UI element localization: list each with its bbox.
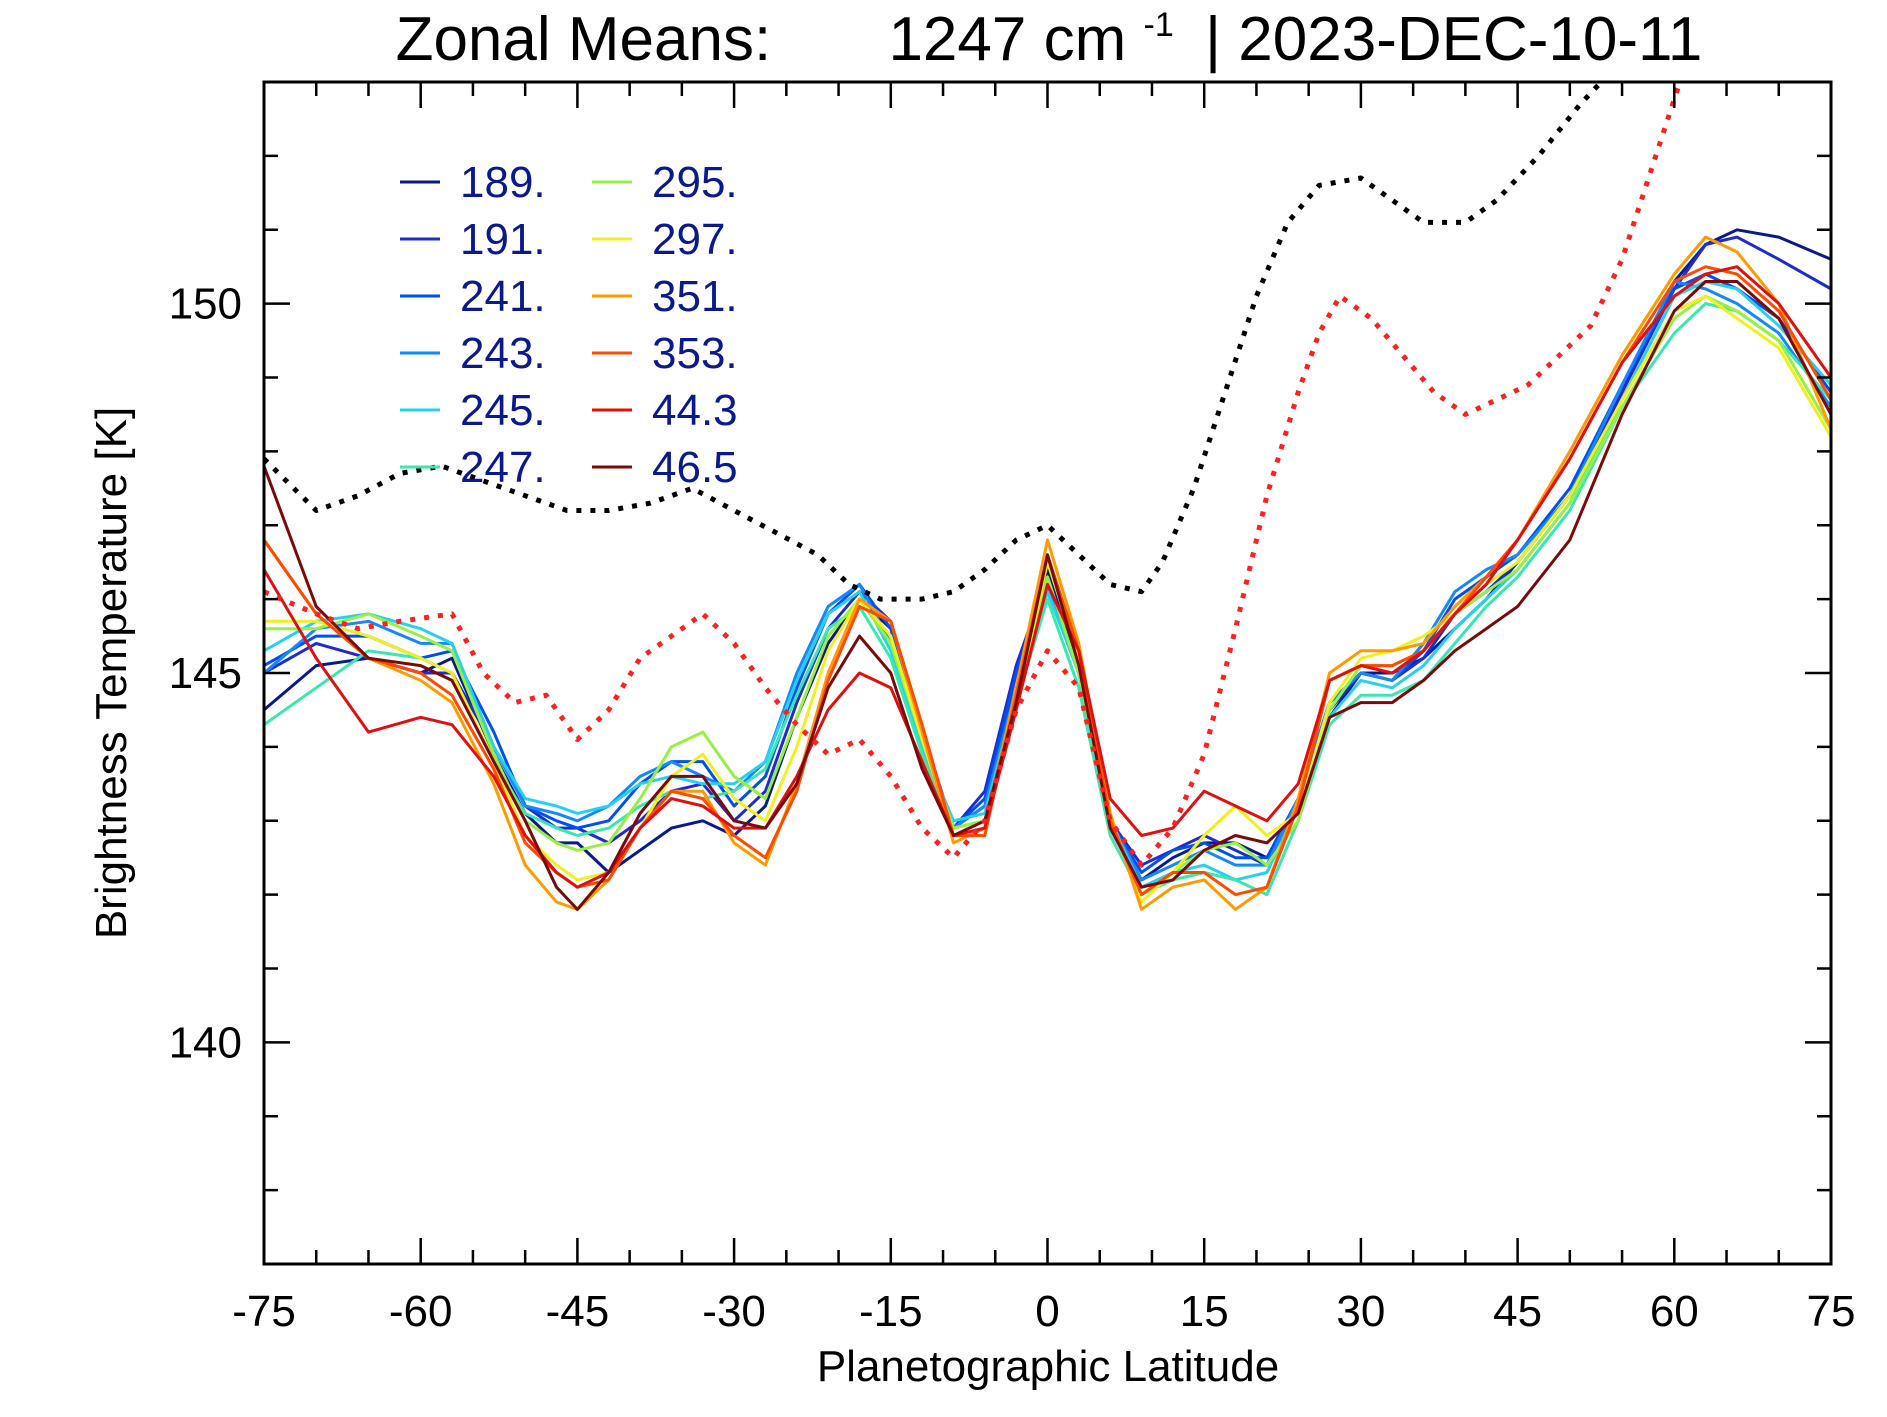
- x-tick-label: 15: [1180, 1287, 1229, 1336]
- series-line-reference-13: [264, 82, 1683, 868]
- x-tick-label: -30: [702, 1287, 766, 1336]
- x-tick-label: 60: [1650, 1287, 1699, 1336]
- legend-label: 297.: [652, 215, 738, 264]
- x-tick-label: 45: [1493, 1287, 1542, 1336]
- y-axis-label: Brightness Temperature [K]: [87, 407, 136, 939]
- x-tick-label: -75: [232, 1287, 296, 1336]
- x-tick-label: -15: [859, 1287, 923, 1336]
- title-suffix: | 2023-DEC-10-11: [1205, 5, 1702, 74]
- legend-label: 295.: [652, 158, 738, 207]
- legend-label: 351.: [652, 272, 738, 321]
- legend-label: 191.: [460, 215, 546, 264]
- x-axis-label: Planetographic Latitude: [817, 1342, 1279, 1391]
- y-tick-label: 140: [169, 1018, 242, 1067]
- title-prefix: Zonal Means:: [396, 5, 772, 74]
- series-line-reference-12: [264, 82, 1605, 602]
- legend-label: 353.: [652, 329, 738, 378]
- series-line-443: [264, 265, 1831, 889]
- legend: 189. 191. 241. 243. 245. 247. 295. 297. 351. 353.…: [400, 158, 738, 492]
- x-tick-label: 75: [1807, 1287, 1856, 1336]
- x-tick-label: 0: [1035, 1287, 1059, 1336]
- x-tick-label: -60: [389, 1287, 453, 1336]
- series-line-465: [264, 280, 1831, 911]
- legend-label: 247.: [460, 443, 546, 492]
- series-layer: [264, 82, 1831, 911]
- legend-label: 44.3: [652, 386, 738, 435]
- title-wavenumber: 1247 cm: [888, 5, 1126, 74]
- legend-label: 243.: [460, 329, 546, 378]
- legend-label: 189.: [460, 158, 546, 207]
- y-tick-label: 150: [169, 280, 242, 329]
- chart-title: Zonal Means: 1247 cm -1 | 2023-DEC-10-11: [396, 0, 1703, 74]
- tick-layer: -75 -60 -45 -30 -15 0 15 30 45 60 75 140 145 150: [169, 80, 1856, 1336]
- x-tick-label: 30: [1336, 1287, 1385, 1336]
- series-line-295: [264, 294, 1831, 897]
- x-tick-label: -45: [546, 1287, 610, 1336]
- y-tick-label: 145: [169, 649, 242, 698]
- legend-label: 245.: [460, 386, 546, 435]
- title-wavenumber-sup: -1: [1144, 6, 1174, 44]
- legend-label: 46.5: [652, 443, 738, 492]
- legend-label: 241.: [460, 272, 546, 321]
